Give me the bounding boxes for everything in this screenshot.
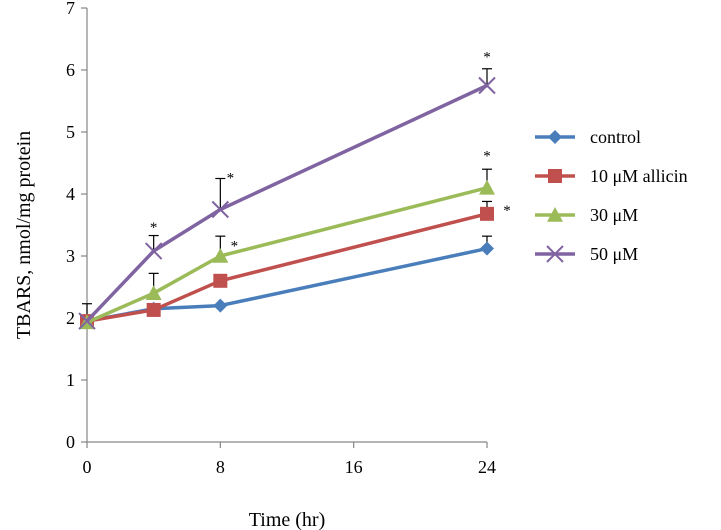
legend-item-3: 50 μM: [535, 244, 638, 264]
x-tick-label: 0: [83, 457, 92, 477]
y-tick-label: 2: [66, 308, 75, 328]
legend-marker: [546, 245, 564, 263]
legend-item-0: control: [535, 127, 641, 147]
significance-mark: *: [150, 220, 158, 236]
data-point: [211, 200, 230, 219]
y-tick-label: 6: [66, 60, 75, 80]
y-tick-label: 0: [66, 432, 75, 452]
legend-marker: [547, 207, 563, 222]
y-axis-title: TBARS, nmol/mg protein: [13, 131, 35, 339]
y-tick-label: 5: [66, 122, 75, 142]
x-tick-label: 16: [345, 457, 363, 477]
ticks: 0 1 2 3 4 5 6 7 0 8 16 24: [66, 0, 496, 477]
significance-mark: *: [503, 203, 511, 219]
series-line: [86, 212, 488, 323]
legend-label: control: [590, 127, 641, 147]
significance-mark: *: [483, 49, 491, 65]
legend-marker: [548, 169, 562, 183]
x-marker-stroke: [546, 245, 564, 263]
data-point: [478, 76, 496, 95]
legend: control 10 μM allicin 30 μM 50 μM: [535, 127, 688, 264]
legend-label: 50 μM: [590, 244, 638, 264]
data-point: [480, 206, 494, 221]
data-point: [213, 273, 228, 288]
data-point: [213, 298, 228, 313]
legend-label: 10 μM allicin: [590, 166, 688, 186]
data-point: [145, 285, 162, 300]
x-marker-stroke: [78, 312, 96, 330]
legend-item-1: 10 μM allicin: [535, 166, 688, 186]
data-point: [212, 248, 229, 263]
annotations: * * * * * *: [150, 49, 511, 254]
x-marker-stroke: [478, 76, 496, 95]
x-tick-label: 24: [478, 457, 496, 477]
data-point: [146, 302, 161, 317]
x-marker-stroke: [144, 242, 163, 260]
series-2: [79, 168, 495, 330]
axes: [86, 8, 487, 443]
series-line: [85, 83, 488, 323]
y-tick-label: 1: [66, 370, 75, 390]
series-line: [86, 186, 488, 324]
data-point: [78, 312, 96, 330]
legend-item-2: 30 μM: [535, 205, 638, 225]
y-tick-label: 3: [66, 246, 75, 266]
y-tick-label: 4: [66, 184, 75, 204]
x-axis-title: Time (hr): [249, 509, 325, 530]
data-point: [479, 179, 495, 195]
significance-mark: *: [483, 149, 491, 165]
data-point: [144, 242, 163, 260]
legend-marker: [548, 130, 562, 144]
series-layer: [78, 68, 496, 330]
data-point: [480, 241, 494, 256]
series-0: [80, 235, 494, 329]
significance-mark: *: [231, 239, 239, 255]
x-tick-label: 8: [216, 457, 225, 477]
series-3: [78, 68, 496, 330]
y-tick-label: 7: [66, 0, 75, 18]
significance-mark: *: [227, 170, 235, 186]
legend-label: 30 μM: [590, 205, 638, 225]
x-marker-stroke: [211, 200, 230, 219]
